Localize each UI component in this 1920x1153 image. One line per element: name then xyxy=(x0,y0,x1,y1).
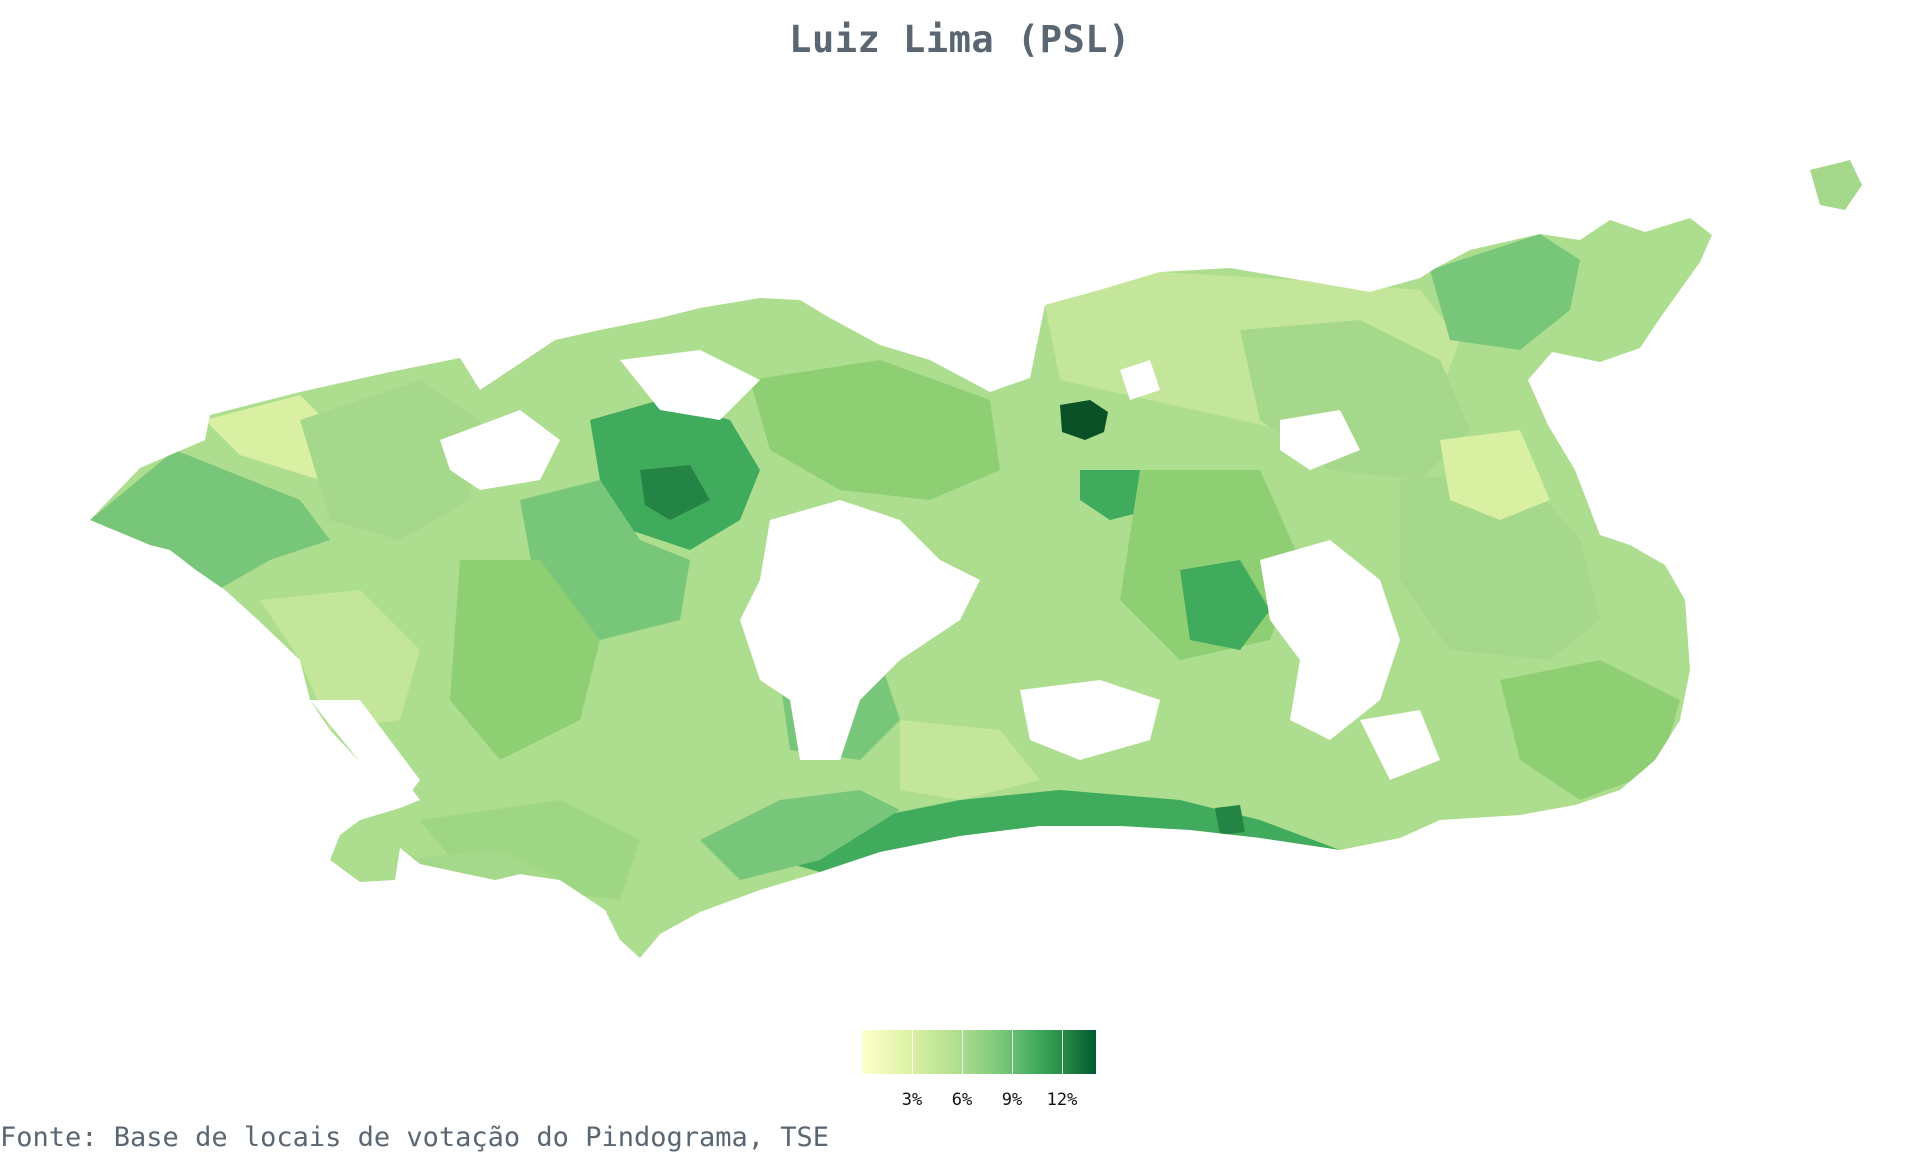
hotspot-surround-region xyxy=(1080,470,1150,520)
west-center-region xyxy=(300,380,480,540)
legend-tick-mark xyxy=(1012,1030,1013,1074)
legend-tick-label: 12% xyxy=(1046,1090,1078,1110)
southwest-bay-gap xyxy=(310,700,420,800)
west-region xyxy=(90,450,330,600)
southwest-light-region xyxy=(260,590,420,730)
unpopulated-areas xyxy=(310,350,1640,800)
mendanha-gap xyxy=(620,350,760,420)
west-light-region xyxy=(205,395,345,480)
far-east-region xyxy=(1400,470,1600,660)
east-dark-region xyxy=(1180,560,1270,650)
pedra-branca-massif xyxy=(740,500,980,760)
south-coast-region xyxy=(760,790,1340,872)
southeast-region xyxy=(1500,660,1680,800)
source-caption: Fonte: Base de locais de votação do Pind… xyxy=(0,1122,830,1153)
east-light-region xyxy=(1440,430,1550,520)
center-north-region xyxy=(750,360,1000,500)
legend-tick-label: 6% xyxy=(951,1090,973,1110)
island-region xyxy=(1810,160,1862,210)
south-coast-mid-region xyxy=(700,790,900,880)
center-west-region xyxy=(450,560,600,760)
baia-gap xyxy=(1560,360,1640,470)
south-west-coast-region xyxy=(420,800,640,900)
jacarepagua-lagoon xyxy=(1020,680,1160,760)
gericino-massif xyxy=(440,410,560,490)
color-legend: 3% 6% 9% 12% xyxy=(862,1030,1096,1110)
map-title: Luiz Lima (PSL) xyxy=(789,18,1131,61)
north-darker-region xyxy=(640,465,710,520)
legend-tick-label: 9% xyxy=(1001,1090,1023,1110)
legend-tick-mark xyxy=(962,1030,963,1074)
legend-tick-label: 3% xyxy=(901,1090,923,1110)
central-water-gap xyxy=(1280,410,1360,470)
ilha-governador-region xyxy=(1430,234,1580,350)
north-water-gap xyxy=(1120,360,1160,400)
south-central-light-region xyxy=(900,720,1040,800)
marapendi-lagoon xyxy=(1360,710,1440,780)
map-regions xyxy=(90,218,1712,958)
tijuca-massif xyxy=(1260,540,1400,740)
darkest-hotspot-region xyxy=(1060,400,1108,440)
legend-tick-mark xyxy=(1062,1030,1063,1074)
legend-gradient-bar xyxy=(862,1030,1096,1074)
legend-tick-mark xyxy=(912,1030,913,1074)
south-hotspot-region xyxy=(1215,805,1245,835)
